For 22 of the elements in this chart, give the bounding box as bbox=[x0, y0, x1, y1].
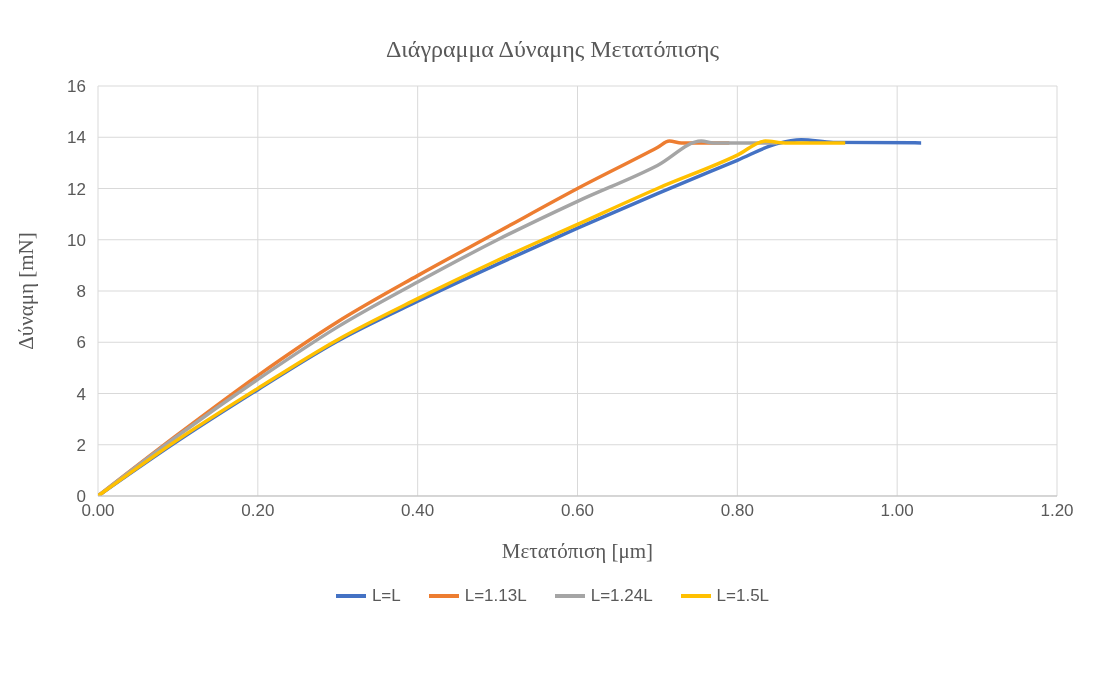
legend-label: L=1.24L bbox=[589, 586, 653, 606]
y-tick-label: 16 bbox=[67, 77, 86, 96]
y-tick-label: 14 bbox=[67, 128, 86, 148]
y-tick-label: 8 bbox=[76, 282, 86, 301]
y-axis-title: Δύναμη [mN] bbox=[14, 232, 39, 350]
y-tick-label: 2 bbox=[76, 435, 86, 455]
y-tick-label: 6 bbox=[76, 333, 86, 353]
y-tick-label: 12 bbox=[67, 179, 86, 199]
legend-label: L=1.5L bbox=[715, 586, 770, 606]
x-tick-label: 0.20 bbox=[241, 501, 275, 521]
x-tick-label: 0.60 bbox=[560, 501, 595, 521]
legend-label: L=L bbox=[370, 586, 401, 606]
x-tick-label: 1.20 bbox=[1040, 501, 1074, 521]
x-tick-label: 0.80 bbox=[720, 501, 754, 521]
y-tick-label: 10 bbox=[67, 230, 86, 250]
x-tick-label: 1.00 bbox=[880, 501, 914, 521]
y-tick-label: 4 bbox=[76, 384, 86, 404]
chart-title: Διάγραμμα Δύναμης Μετατόπισης bbox=[384, 35, 721, 64]
legend-label: L=1.13L bbox=[463, 586, 527, 606]
x-tick-label: 0.40 bbox=[401, 501, 435, 521]
x-axis-title: Μετατόπιση [μm] bbox=[501, 539, 654, 563]
x-tick-label: 0.00 bbox=[81, 501, 115, 521]
